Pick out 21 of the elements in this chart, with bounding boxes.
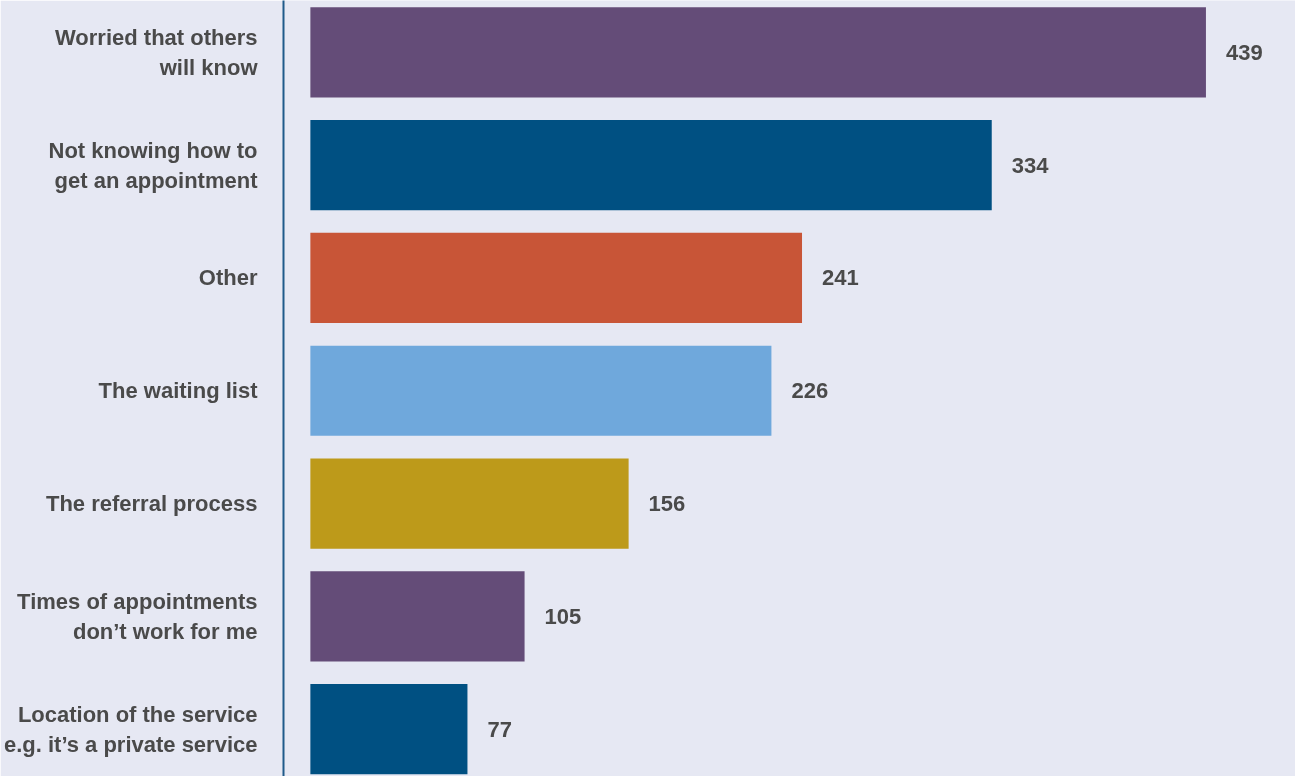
bar — [310, 684, 468, 775]
y-tick-label: Location of the service e.g. it’s a private service — [3, 701, 258, 757]
y-tick-label: Worried that others will know — [55, 24, 259, 80]
y-tick-label: Other — [198, 265, 258, 291]
y-tick-label: Not knowing how to get an appointment — [48, 137, 259, 193]
bar — [310, 120, 992, 211]
y-tick-label: Times of appointments don’t work for me — [17, 588, 258, 644]
y-tick-label: The waiting list — [98, 378, 259, 404]
data-label: 156 — [648, 491, 686, 517]
bar — [310, 232, 803, 324]
data-label: 77 — [487, 716, 512, 742]
data-label: 105 — [544, 603, 582, 629]
data-label: 334 — [1011, 152, 1050, 178]
data-label: 226 — [791, 378, 829, 404]
bar — [310, 345, 772, 436]
y-tick-label: The referral process — [45, 491, 258, 517]
data-label: 241 — [822, 265, 859, 291]
bar — [310, 458, 629, 549]
data-label: 439 — [1225, 39, 1263, 65]
bar — [310, 7, 1206, 98]
bar — [310, 571, 525, 662]
